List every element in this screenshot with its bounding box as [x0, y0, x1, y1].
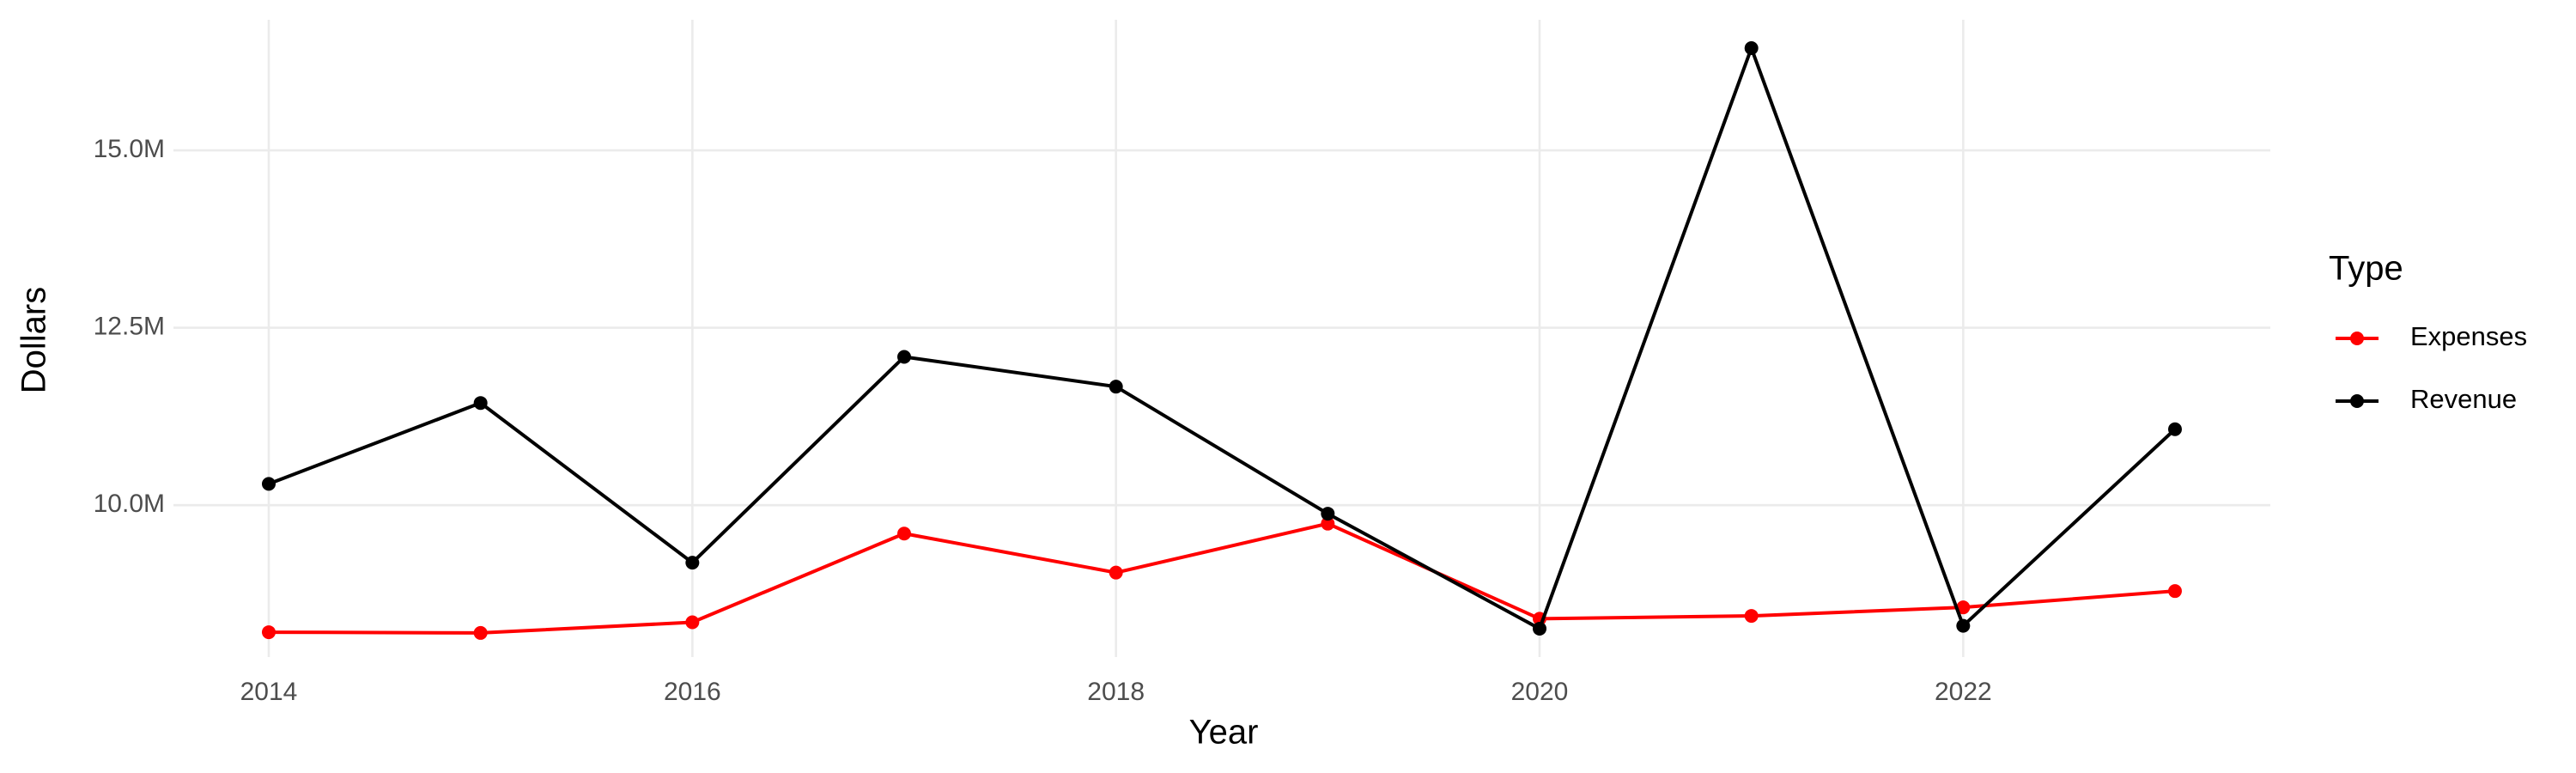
y-tick-label: 10.0M [94, 490, 165, 518]
data-point [473, 625, 488, 640]
data-point [1321, 507, 1335, 521]
x-tick-label: 2020 [1511, 678, 1569, 706]
data-point [262, 477, 276, 491]
legend-title: Type [2329, 250, 2403, 288]
data-point [897, 526, 911, 541]
data-point [1321, 516, 1335, 531]
data-point [2168, 422, 2182, 436]
data-point [1109, 380, 1123, 394]
x-tick-label: 2016 [664, 678, 721, 706]
data-point [685, 556, 700, 570]
series-line [268, 521, 2176, 635]
x-tick-label: 2018 [1087, 678, 1145, 706]
series-line [268, 43, 2177, 631]
y-tick-label: 15.0M [94, 135, 165, 163]
x-tick-label: 2014 [240, 678, 298, 706]
data-point [2168, 584, 2182, 599]
legend-label: Revenue [2410, 384, 2517, 414]
data-point [1744, 609, 1759, 624]
data-point [685, 615, 700, 630]
data-point [1956, 600, 1971, 615]
data-point [262, 625, 276, 640]
legend-marker [2350, 394, 2364, 408]
x-axis-title: Year [1189, 714, 1259, 752]
data-point [1956, 618, 1971, 633]
data-point [473, 396, 488, 411]
legend-marker [2350, 332, 2364, 345]
data-point [1744, 41, 1759, 56]
x-tick-label: 2022 [1935, 678, 1992, 706]
grid [173, 20, 2270, 657]
data-point [1533, 621, 1546, 636]
data-point [1109, 565, 1123, 580]
data-point [897, 350, 911, 364]
y-tick-label: 12.5M [94, 313, 165, 341]
legend-label: Expenses [2410, 321, 2527, 351]
y-axis-title: Dollars [15, 287, 53, 393]
